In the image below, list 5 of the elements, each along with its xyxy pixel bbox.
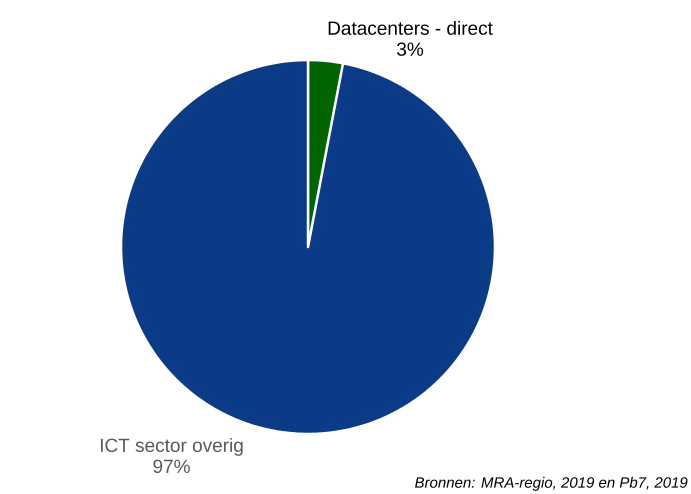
data-label: 97% <box>153 460 190 474</box>
data-label: 3% <box>397 42 424 56</box>
slice-label: ICT sector overig <box>100 438 243 456</box>
slice-label: Datacenters - direct <box>328 20 493 35</box>
text: Bronnen: MRA-regio, 2019 en Pb7, 2019 <box>415 476 688 491</box>
